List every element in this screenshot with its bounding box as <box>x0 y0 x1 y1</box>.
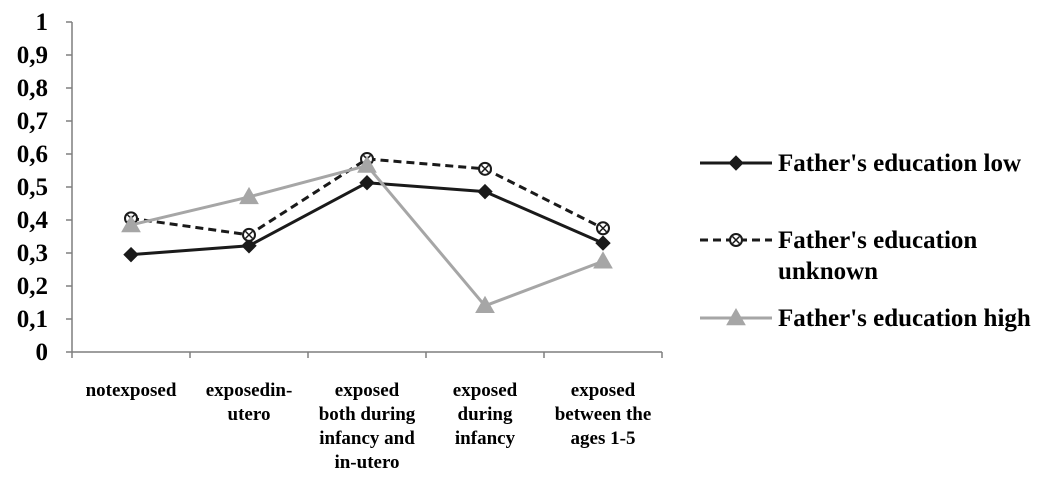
y-tick-label: 0,3 <box>17 240 48 267</box>
series-3 <box>121 155 613 314</box>
legend-marker <box>726 307 746 326</box>
legend-label: Father's education unknown <box>778 227 977 285</box>
x-category-label: exposedin-utero <box>206 380 293 425</box>
data-point <box>123 246 139 263</box>
legend-item: Father's education high <box>700 305 1031 332</box>
x-axis-categories: notexposed exposedin-utero exposed both dur… <box>71 352 663 473</box>
data-point <box>239 186 259 205</box>
legend-label: Father's education low <box>778 150 1021 177</box>
legend-marker <box>728 155 744 171</box>
data-point <box>359 175 375 191</box>
data-point <box>241 238 257 254</box>
legend-label: Father's education high <box>778 305 1031 332</box>
data-point <box>477 183 493 200</box>
data-point <box>596 221 610 236</box>
y-tick-label: 0,4 <box>17 207 49 234</box>
series-layer <box>121 151 613 314</box>
legend-item: Father's education low <box>700 150 1021 177</box>
series-line <box>130 157 604 237</box>
y-tick-label: 1 <box>36 9 49 36</box>
series-1 <box>123 175 611 263</box>
data-point <box>595 235 611 251</box>
y-tick-label: 0,9 <box>17 42 48 69</box>
data-point <box>121 214 141 233</box>
data-point <box>242 227 256 242</box>
y-tick-label: 0,1 <box>17 306 48 333</box>
legend-marker <box>729 233 743 247</box>
y-tick-label: 0,5 <box>17 174 48 201</box>
y-axis-ticks: 0 0,1 0,2 0,3 0,4 0,5 0,6 0,7 0,8 0,9 1 <box>17 9 72 366</box>
y-tick-label: 0,2 <box>17 273 48 300</box>
y-tick-label: 0 <box>36 339 49 366</box>
data-point <box>357 155 377 173</box>
x-category-label: notexposed <box>86 380 177 401</box>
data-point <box>593 251 613 269</box>
y-tick-label: 0,8 <box>17 75 48 102</box>
x-category-label: exposed both during infancy and in-utero <box>319 380 416 473</box>
data-point <box>475 295 495 314</box>
legend-item: Father's education unknown <box>700 227 977 285</box>
x-category-label: exposed during infancy <box>453 380 518 449</box>
legend: Father's education low Father's education… <box>700 150 1031 332</box>
y-tick-label: 0,6 <box>17 141 48 168</box>
x-category-label: exposed between the ages 1-5 <box>555 380 652 449</box>
y-tick-label: 0,7 <box>17 108 48 135</box>
data-point <box>478 161 492 176</box>
